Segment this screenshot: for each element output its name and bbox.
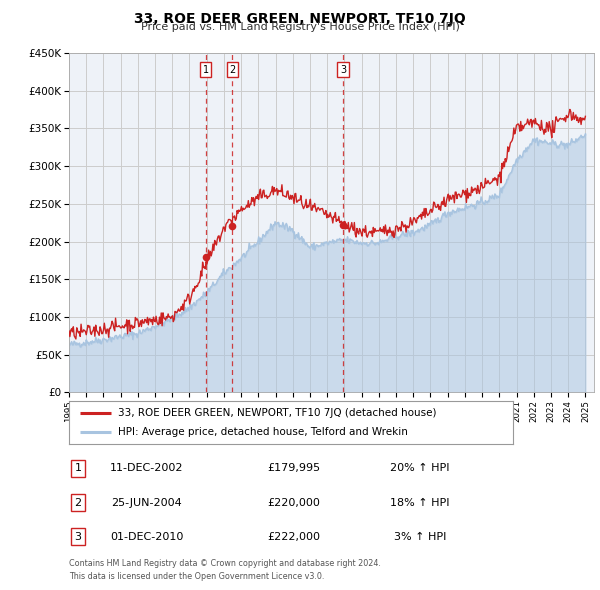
- Text: 20% ↑ HPI: 20% ↑ HPI: [390, 464, 450, 473]
- Text: 33, ROE DEER GREEN, NEWPORT, TF10 7JQ (detached house): 33, ROE DEER GREEN, NEWPORT, TF10 7JQ (d…: [118, 408, 436, 418]
- Text: Price paid vs. HM Land Registry's House Price Index (HPI): Price paid vs. HM Land Registry's House …: [140, 22, 460, 32]
- Text: This data is licensed under the Open Government Licence v3.0.: This data is licensed under the Open Gov…: [69, 572, 325, 581]
- Text: 33, ROE DEER GREEN, NEWPORT, TF10 7JQ: 33, ROE DEER GREEN, NEWPORT, TF10 7JQ: [134, 12, 466, 26]
- Text: 2: 2: [229, 65, 235, 75]
- Text: £179,995: £179,995: [268, 464, 320, 473]
- Text: 3: 3: [74, 532, 82, 542]
- Text: 1: 1: [74, 464, 82, 473]
- Text: 1: 1: [203, 65, 209, 75]
- Text: £220,000: £220,000: [268, 498, 320, 507]
- Text: 2: 2: [74, 498, 82, 507]
- Text: 18% ↑ HPI: 18% ↑ HPI: [390, 498, 450, 507]
- Text: 01-DEC-2010: 01-DEC-2010: [110, 532, 184, 542]
- Text: 11-DEC-2002: 11-DEC-2002: [110, 464, 184, 473]
- Text: 25-JUN-2004: 25-JUN-2004: [112, 498, 182, 507]
- Text: 3% ↑ HPI: 3% ↑ HPI: [394, 532, 446, 542]
- Text: HPI: Average price, detached house, Telford and Wrekin: HPI: Average price, detached house, Telf…: [118, 427, 408, 437]
- Text: 3: 3: [340, 65, 346, 75]
- Text: £222,000: £222,000: [268, 532, 320, 542]
- Text: Contains HM Land Registry data © Crown copyright and database right 2024.: Contains HM Land Registry data © Crown c…: [69, 559, 381, 568]
